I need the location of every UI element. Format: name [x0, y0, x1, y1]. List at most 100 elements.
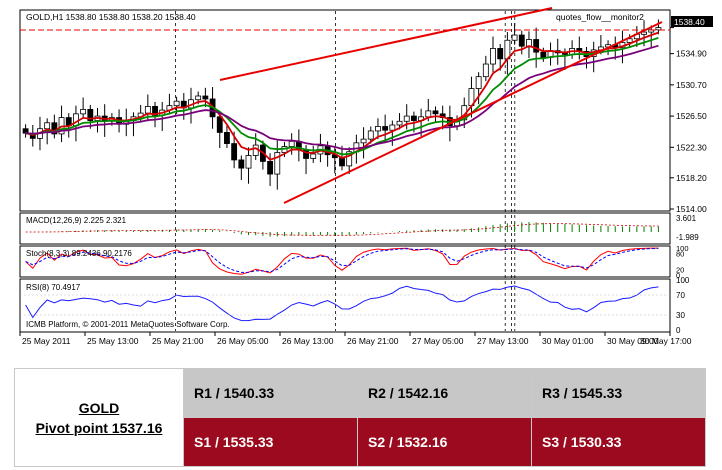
ma-mid-line — [25, 37, 659, 156]
candle-body — [410, 115, 417, 121]
overlay-label: quotes_flow__monitor2 — [556, 12, 644, 22]
stoch-signal-line — [25, 247, 659, 273]
candle-body — [533, 39, 540, 53]
candle-body — [288, 140, 295, 147]
support-s1: S1 / 1535.33 — [183, 417, 358, 467]
instrument-name: GOLD — [78, 399, 120, 416]
price-tick-label: 1514.00 — [676, 204, 707, 214]
rsi-axis-label: 0 — [676, 326, 681, 335]
lower-trend-line — [283, 21, 663, 204]
candle-body — [87, 108, 94, 121]
pivot-point-label: Pivot point 1537.16 — [35, 419, 163, 436]
candle-body — [346, 151, 353, 167]
macd-axis-label: 3.601 — [676, 214, 697, 223]
rsi-label: RSI(8) 70.4917 — [26, 283, 81, 292]
stoch-main-line — [25, 247, 659, 275]
candle-body — [497, 48, 504, 60]
axis-ticks: 1534.90 1530.70 1526.50 1522.30 1518.20 1514.… — [19, 27, 707, 346]
candle-body — [339, 157, 345, 167]
time-tick-label: 25 May 13:00 — [87, 336, 139, 346]
time-tick-label: 25 May 21:00 — [152, 336, 204, 346]
candle-body — [382, 126, 389, 131]
upper-trend-line — [219, 7, 553, 81]
annotation-lines — [20, 7, 670, 204]
candle-body — [475, 76, 482, 89]
price-tick-label: 1526.50 — [676, 111, 707, 121]
pivot-table: GOLD Pivot point 1537.16 R1 / 1540.33 R2… — [14, 368, 706, 467]
candle-body — [425, 110, 432, 118]
macd-pane — [19, 212, 671, 245]
copyright-text: ICMB Platform, © 2001-2011 MetaQuotes So… — [26, 320, 230, 329]
candle-body — [231, 143, 238, 161]
rsi-line: 100 70 30 0 — [20, 276, 690, 335]
candle-body — [310, 153, 317, 159]
stoch-pane — [19, 245, 671, 278]
current-price-box — [671, 16, 713, 27]
price-tick-label: 1530.70 — [676, 80, 707, 90]
resistance-r3: R3 / 1545.33 — [531, 368, 706, 418]
candle-body — [152, 106, 158, 116]
macd-signal-line — [25, 223, 659, 236]
symbol-header: GOLD,H1 1538.80 1538.80 1538.20 1538.40 — [26, 12, 196, 22]
candle-body — [389, 124, 396, 131]
candle-body — [173, 100, 180, 107]
support-s3: S3 / 1530.33 — [531, 417, 706, 467]
candle-body — [44, 122, 51, 130]
stoch-axis-label: 80 — [676, 249, 684, 258]
pivot-title-cell: GOLD Pivot point 1537.16 — [14, 368, 184, 467]
candle-body — [274, 152, 281, 175]
resistance-r2: R2 / 1542.16 — [357, 368, 532, 418]
candle-body — [626, 38, 633, 43]
time-tick-label: 30 May 17:00 — [640, 336, 692, 346]
macd-axis-label: -1.989 — [676, 233, 699, 242]
candle-body — [267, 161, 274, 175]
candle-body — [490, 48, 496, 65]
macd-histogram: 3.601 -1.989 — [25, 214, 699, 242]
candle-body — [80, 108, 87, 115]
rsi-axis-label: 70 — [676, 291, 685, 300]
time-tick-label: 26 May 13:00 — [282, 336, 334, 346]
price-tick-label: 1518.20 — [676, 173, 707, 183]
stoch-label: Stoch(8,3,3) 89.2436 90.2176 — [26, 249, 132, 258]
candle-body — [432, 110, 439, 115]
candle-body — [224, 132, 230, 144]
main-pane — [19, 9, 671, 212]
candle-body — [202, 95, 209, 100]
candle-body — [245, 155, 252, 169]
ma-fast-line — [25, 31, 659, 161]
candle-body — [238, 159, 245, 169]
candle-body — [367, 130, 374, 140]
candle-body — [216, 116, 223, 133]
time-tick-label: 27 May 13:00 — [477, 336, 529, 346]
time-tick-label: 26 May 21:00 — [347, 336, 399, 346]
current-price-label: 1538.40 — [674, 17, 705, 27]
candle-body — [655, 27, 662, 31]
rsi-axis-label: 30 — [676, 311, 685, 320]
price-tick-label: 1522.30 — [676, 142, 707, 152]
candle-body — [396, 120, 403, 126]
candle-body — [511, 34, 518, 41]
candle-body — [375, 126, 381, 132]
candle-body — [518, 34, 525, 47]
support-s2: S2 / 1532.16 — [357, 417, 532, 467]
chart-grid — [175, 11, 516, 331]
rsi-axis-label: 100 — [676, 276, 690, 285]
time-tick-label: 26 May 05:00 — [217, 336, 269, 346]
price-tick-label: 1534.90 — [676, 49, 707, 59]
stoch-axis-label: 0 — [676, 271, 680, 280]
candle-body — [360, 138, 367, 144]
rsi-line — [25, 285, 659, 322]
time-tick-label: 30 May 09:00 — [607, 336, 659, 346]
ma-slow-line — [25, 44, 659, 151]
resistance-r1: R1 / 1540.33 — [183, 368, 358, 418]
time-tick-label: 30 May 01:00 — [542, 336, 594, 346]
candle-body — [144, 106, 151, 114]
candle-body — [403, 115, 410, 122]
moving-averages — [25, 31, 659, 161]
stoch-axis-label: 100 — [676, 244, 689, 253]
time-tick-label: 27 May 05:00 — [412, 336, 464, 346]
time-tick-label: 25 May 2011 — [22, 336, 71, 346]
candle-body — [482, 63, 489, 78]
